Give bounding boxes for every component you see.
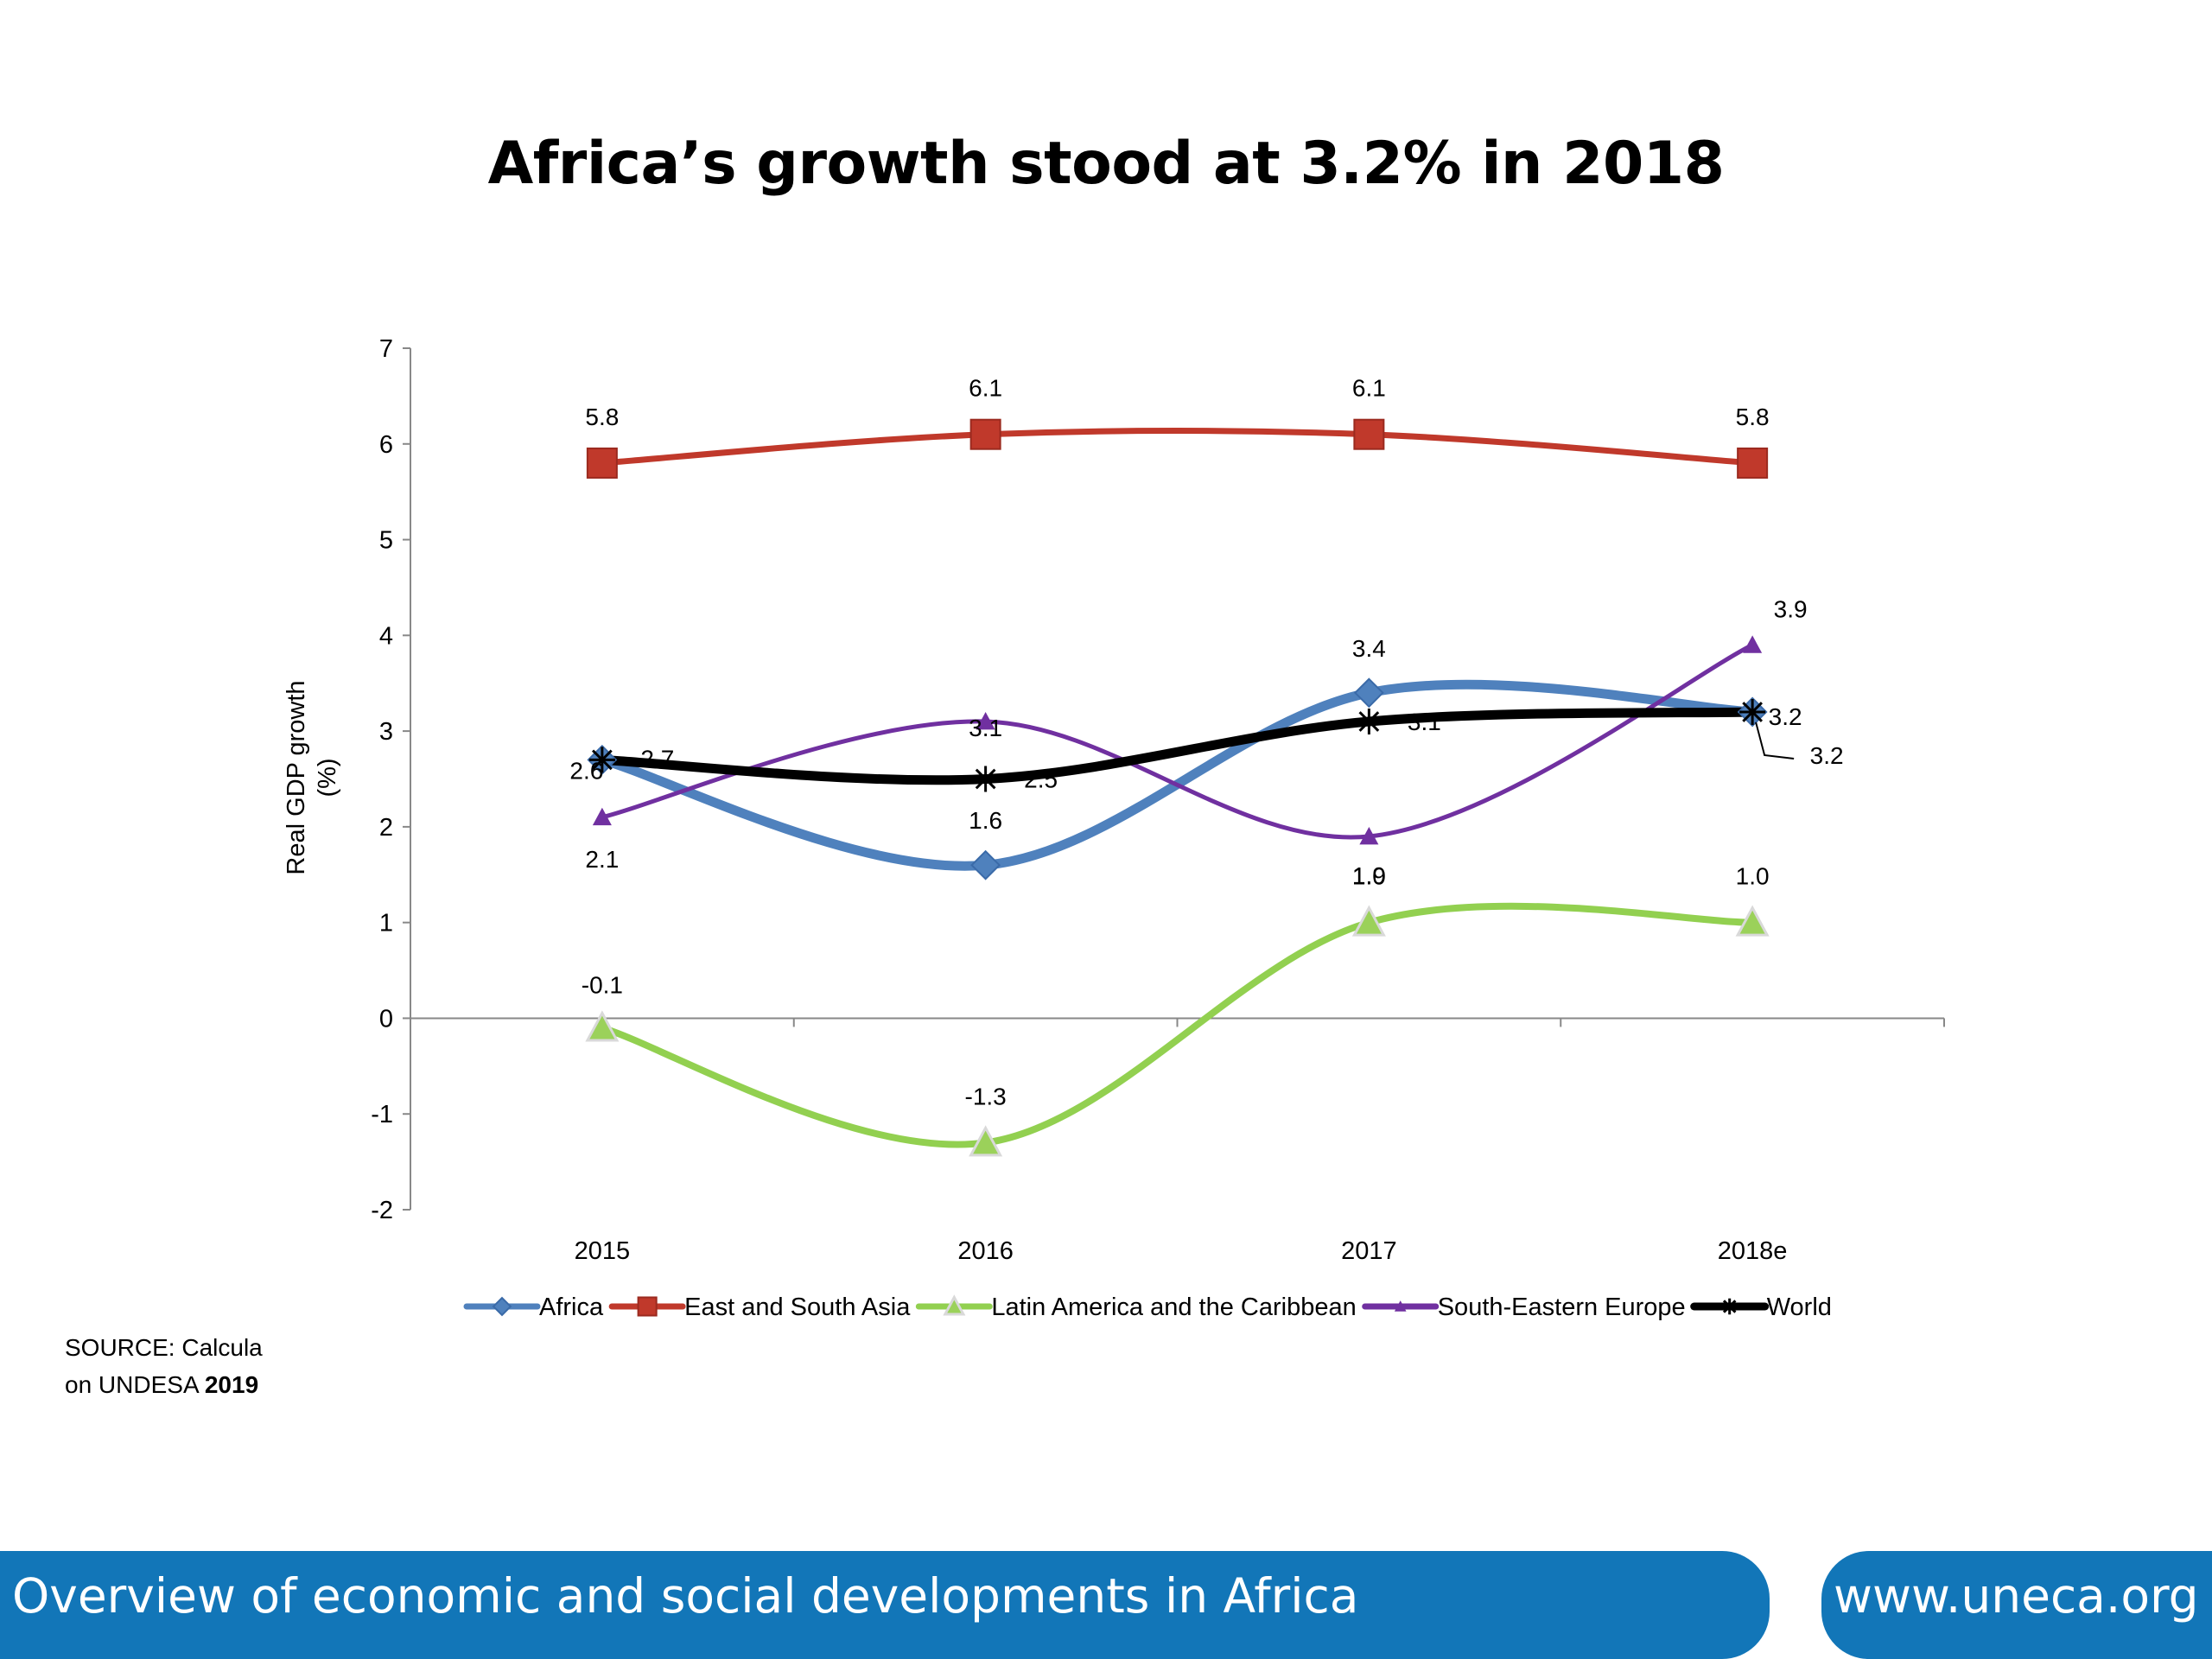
- data-point-south-eastern-europe: [1743, 635, 1763, 653]
- legend-label: South-Eastern Europe: [1438, 1294, 1686, 1321]
- legend-swatch-marker: [637, 1296, 658, 1317]
- source-note: SOURCE: Calcula on UNDESA 2019: [65, 1329, 269, 1407]
- data-label: 3.2: [1769, 703, 1802, 730]
- legend-label: Latin America and the Caribbean: [991, 1294, 1356, 1321]
- source-line-2: on UNDESA 2019: [65, 1366, 269, 1403]
- footer-banner: Overview of economic and social developm…: [0, 1551, 1770, 1659]
- series-line-world: [597, 707, 1758, 785]
- y-axis-title-line: Real GDP growth: [283, 680, 310, 874]
- data-point-africa: [970, 849, 1001, 880]
- data-label: 3.1: [1408, 709, 1441, 735]
- y-axis-title: Real GDP growth (%): [283, 680, 341, 874]
- data-point-east-and-south-asia: [1353, 418, 1385, 450]
- x-tick-label: 2015: [575, 1237, 631, 1265]
- data-point-south-eastern-europe: [1359, 826, 1379, 845]
- data-label: 2.5: [1024, 766, 1058, 793]
- y-tick-label: 6: [379, 431, 393, 459]
- y-tick-label: 1: [379, 910, 393, 938]
- y-tick-label: 3: [379, 718, 393, 746]
- world-marker-stroke: [1722, 1300, 1737, 1313]
- footer-title: Overview of economic and social developm…: [12, 1568, 1359, 1624]
- y-axis-title-line: (%): [314, 758, 341, 797]
- data-label: -0.1: [582, 972, 623, 999]
- data-point-world: [588, 747, 615, 773]
- y-tick-label: 4: [379, 622, 393, 650]
- data-point-latin-america-and-the-caribbean: [585, 1010, 620, 1042]
- chart-data-labels: 2.6 1.6 3.4 3.2 5.8 6.1 6.1 5.8 -0.1 -1.3 1.0 1.0 2.…: [569, 375, 1843, 1110]
- legend-swatch-marker: [492, 1296, 512, 1317]
- data-label: 5.8: [1736, 404, 1770, 430]
- y-tick-label: -1: [371, 1101, 393, 1128]
- chart-legend: Africa East and South Asia Latin America a…: [463, 1294, 1832, 1321]
- world-marker-stroke: [1358, 711, 1380, 732]
- website-link[interactable]: www.uneca.org: [1834, 1568, 2199, 1624]
- legend-swatch-marker: [943, 1294, 966, 1316]
- y-tick-label: 7: [379, 335, 393, 363]
- chart-series-lines: [597, 428, 1758, 1148]
- data-label: -1.3: [965, 1083, 1007, 1109]
- data-point-world: [1739, 698, 1766, 725]
- data-point-latin-america-and-the-caribbean: [1351, 905, 1386, 937]
- x-tick-label: 2018e: [1718, 1237, 1788, 1265]
- data-point-east-and-south-asia: [1737, 447, 1769, 479]
- x-tick-label: 2017: [1341, 1237, 1397, 1265]
- data-label: 2.7: [640, 745, 674, 772]
- data-label: 1.6: [969, 807, 1002, 834]
- x-tick-label: 2016: [957, 1237, 1014, 1265]
- legend-label: World: [1767, 1294, 1832, 1321]
- series-line-south-eastern-europe: [600, 642, 1755, 840]
- legend-swatch-marker: [1394, 1300, 1407, 1312]
- footer-url-banner[interactable]: www.uneca.org: [1821, 1551, 2212, 1659]
- data-label: 1.9: [1352, 862, 1386, 889]
- world-marker-stroke: [975, 768, 996, 790]
- world-marker-stroke: [592, 749, 613, 771]
- data-label: 6.1: [1352, 375, 1386, 402]
- data-label: 3.2: [1810, 742, 1844, 769]
- y-tick-label: 0: [379, 1005, 393, 1033]
- data-label: 1.0: [1736, 863, 1770, 890]
- data-point-latin-america-and-the-caribbean: [969, 1125, 1003, 1157]
- data-label: 1.0: [1352, 863, 1386, 890]
- source-year: 2019: [204, 1371, 259, 1398]
- data-label: 2.1: [585, 846, 619, 873]
- data-label: 5.8: [585, 404, 619, 430]
- source-line-2-text: on UNDESA: [65, 1371, 205, 1398]
- legend-label: Africa: [539, 1294, 604, 1321]
- data-label: 3.1: [969, 715, 1002, 741]
- data-point-east-and-south-asia: [969, 418, 1001, 450]
- data-point-world: [1356, 709, 1382, 735]
- series-line-east-and-south-asia: [599, 428, 1756, 467]
- world-label-leader-line: [1755, 721, 1795, 760]
- chart-axes: -2 -1 0 1 2 3 4 5 6 7 2015 2016 2017 2018e Real GDP gr…: [283, 335, 1945, 1265]
- data-label: 3.4: [1352, 635, 1386, 662]
- data-point-east-and-south-asia: [586, 447, 618, 479]
- legend-swatch-marker: [1721, 1298, 1738, 1315]
- source-line-1: SOURCE: Calcula: [65, 1334, 263, 1361]
- y-tick-label: 5: [379, 527, 393, 555]
- data-point-south-eastern-europe: [976, 712, 995, 730]
- world-marker-stroke: [1742, 702, 1763, 722]
- data-point-africa: [1353, 677, 1384, 709]
- data-point-world: [972, 766, 999, 792]
- series-line-latin-america-and-the-caribbean: [598, 902, 1757, 1148]
- data-label: 6.1: [969, 375, 1002, 402]
- data-label: 2.6: [569, 757, 603, 784]
- y-tick-label: 2: [379, 814, 393, 842]
- slide-title: Africa’s growth stood at 3.2% in 2018: [487, 130, 1725, 198]
- data-point-south-eastern-europe: [592, 807, 612, 826]
- y-tick-label: -2: [371, 1197, 393, 1224]
- chart-series-markers: [585, 418, 1770, 1157]
- legend-label: East and South Asia: [684, 1294, 911, 1321]
- data-point-latin-america-and-the-caribbean: [1735, 905, 1770, 937]
- data-label: 3.9: [1774, 595, 1808, 622]
